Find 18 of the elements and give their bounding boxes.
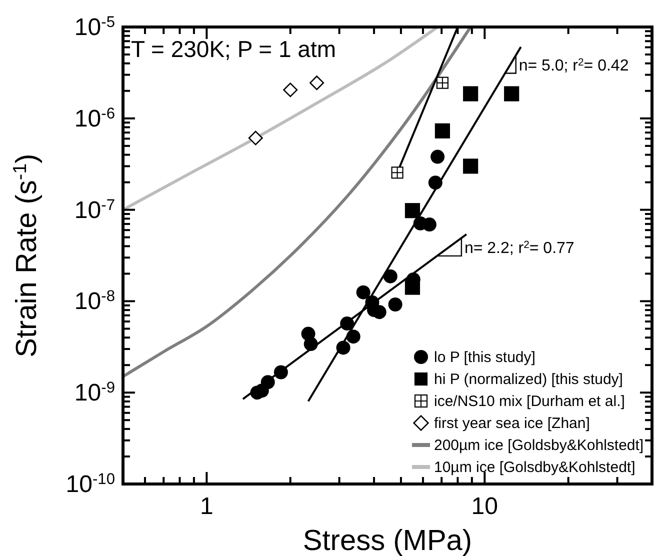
annotation: n= 5.0; r$^{2}$= 0.42 bbox=[518, 56, 629, 74]
legend-label: first year sea ice [Zhan] bbox=[434, 415, 590, 432]
y-tick-label: 10$^{-10}$ bbox=[66, 470, 116, 498]
legend-label: 10µm ice [Golsdby&Kohlstedt] bbox=[434, 459, 636, 476]
legend-label: 200µm ice [Goldsby&Kohlstedt] bbox=[434, 437, 644, 454]
legend-label: lo P [this study] bbox=[434, 349, 536, 366]
legend-label: ice/NS10 mix [Durham et al.] bbox=[434, 393, 625, 410]
y-tick-label: 10$^{-7}$ bbox=[74, 196, 115, 224]
y-tick-label: 10$^{-5}$ bbox=[74, 14, 116, 41]
y-tick-label: 10$^{-9}$ bbox=[74, 379, 115, 407]
x-tick-label: 10 bbox=[471, 493, 498, 520]
y-tick-label: 10$^{-8}$ bbox=[74, 288, 115, 316]
annotation: T = 230K; P = 1 atm bbox=[131, 36, 336, 62]
legend-label: hi P (normalized) [this study] bbox=[434, 371, 623, 388]
x-tick-label: 1 bbox=[200, 493, 214, 520]
annotation: n= 2.2; r$^{2}$= 0.77 bbox=[464, 239, 574, 257]
y-tick-label: 10$^{-6}$ bbox=[74, 104, 115, 132]
x-axis-title: Stress (MPa) bbox=[302, 525, 472, 556]
